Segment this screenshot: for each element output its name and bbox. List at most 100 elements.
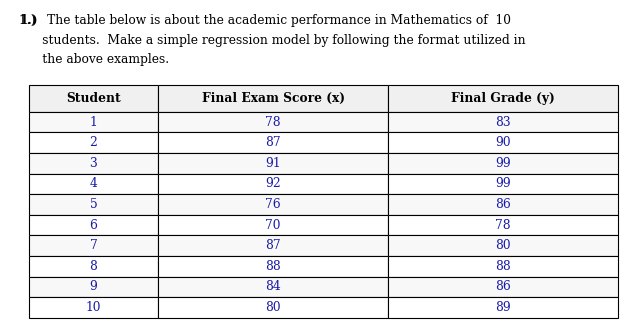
Bar [29, 215, 158, 235]
Bar [388, 297, 618, 318]
Bar [158, 153, 388, 174]
Text: 80: 80 [266, 301, 281, 314]
Bar [158, 235, 388, 256]
Text: 86: 86 [495, 198, 511, 211]
Bar [158, 133, 388, 153]
Text: 88: 88 [495, 260, 511, 273]
Bar [29, 277, 158, 297]
Bar [158, 194, 388, 215]
Text: 8: 8 [89, 260, 98, 273]
Text: 9: 9 [89, 281, 98, 293]
Text: 76: 76 [266, 198, 281, 211]
Text: students.  Make a simple regression model by following the format utilized in: students. Make a simple regression model… [19, 34, 526, 47]
Text: Student: Student [66, 92, 120, 105]
Bar [388, 235, 618, 256]
Bar [29, 256, 158, 277]
Bar [388, 112, 618, 133]
Bar [158, 297, 388, 318]
Bar [29, 153, 158, 174]
Text: 70: 70 [266, 219, 281, 232]
Bar [29, 112, 158, 133]
Bar [388, 256, 618, 277]
Bar [29, 153, 158, 174]
Bar [158, 277, 388, 297]
Text: 2: 2 [89, 136, 98, 149]
Bar [158, 153, 388, 174]
Bar [388, 153, 618, 174]
Bar [388, 85, 618, 112]
Bar [158, 112, 388, 133]
Text: 89: 89 [495, 301, 511, 314]
Text: 80: 80 [495, 239, 511, 252]
Text: 5: 5 [89, 198, 97, 211]
Bar [29, 215, 158, 235]
Bar [388, 277, 618, 297]
Text: 10: 10 [86, 301, 101, 314]
Bar [388, 297, 618, 318]
Text: 99: 99 [495, 157, 511, 170]
Bar [388, 133, 618, 153]
Text: 4: 4 [89, 178, 98, 190]
Bar [29, 297, 158, 318]
Bar [388, 85, 618, 112]
Bar [388, 277, 618, 297]
Bar [158, 277, 388, 297]
Bar [388, 194, 618, 215]
Text: 6: 6 [89, 219, 98, 232]
Text: 99: 99 [495, 178, 511, 190]
Text: 7: 7 [89, 239, 97, 252]
Bar [29, 133, 158, 153]
Text: 88: 88 [266, 260, 281, 273]
Bar [29, 194, 158, 215]
Bar [158, 297, 388, 318]
Bar [29, 256, 158, 277]
Bar [388, 256, 618, 277]
Text: 87: 87 [266, 239, 281, 252]
Text: 3: 3 [89, 157, 97, 170]
Bar [29, 297, 158, 318]
Bar [388, 174, 618, 194]
Bar [158, 174, 388, 194]
Bar [388, 112, 618, 133]
Text: 91: 91 [266, 157, 281, 170]
Bar [29, 235, 158, 256]
Text: 87: 87 [266, 136, 281, 149]
Text: 1.)   The table below is about the academic performance in Mathematics of  10: 1.) The table below is about the academi… [19, 14, 511, 27]
Bar [388, 174, 618, 194]
Bar [388, 153, 618, 174]
Bar [29, 235, 158, 256]
Text: 1.): 1.) [19, 14, 37, 27]
Bar [158, 112, 388, 133]
Bar [388, 235, 618, 256]
Bar [29, 112, 158, 133]
Text: 92: 92 [266, 178, 281, 190]
Text: 90: 90 [495, 136, 511, 149]
Bar [158, 215, 388, 235]
Bar [29, 133, 158, 153]
Text: 86: 86 [495, 281, 511, 293]
Text: 83: 83 [495, 116, 511, 129]
Bar [158, 85, 388, 112]
Text: the above examples.: the above examples. [19, 53, 169, 66]
Bar [29, 277, 158, 297]
Bar [388, 215, 618, 235]
Text: 1: 1 [89, 116, 97, 129]
Bar [158, 174, 388, 194]
Text: 84: 84 [266, 281, 281, 293]
Bar [158, 133, 388, 153]
Bar [388, 194, 618, 215]
Bar [158, 256, 388, 277]
Text: Final Grade (y): Final Grade (y) [451, 92, 555, 105]
Bar [158, 194, 388, 215]
Text: 78: 78 [495, 219, 511, 232]
Bar [29, 85, 158, 112]
Bar [158, 85, 388, 112]
Bar [158, 235, 388, 256]
Bar [158, 256, 388, 277]
Bar [388, 215, 618, 235]
Bar [158, 215, 388, 235]
Bar [29, 174, 158, 194]
Bar [29, 85, 158, 112]
Text: Final Exam Score (x): Final Exam Score (x) [202, 92, 345, 105]
Bar [388, 133, 618, 153]
